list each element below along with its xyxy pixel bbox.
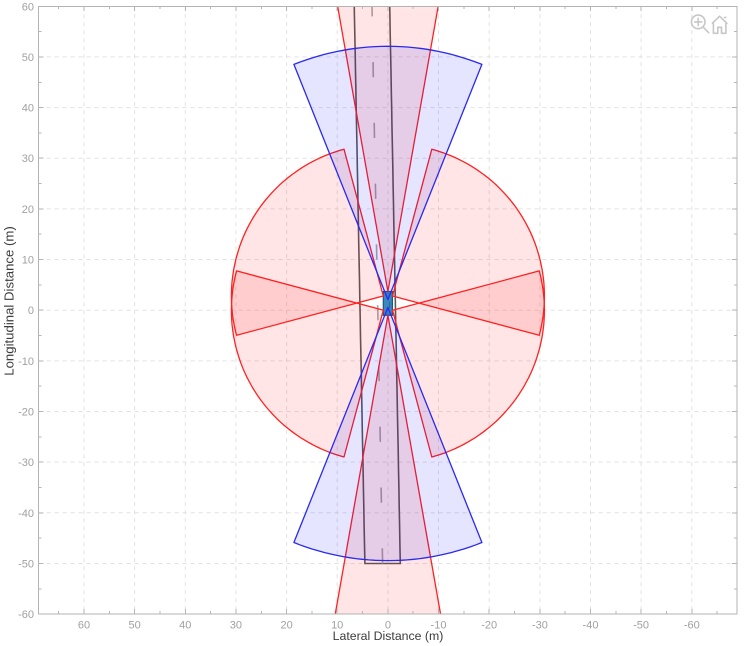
svg-text:0: 0 <box>385 620 391 632</box>
svg-text:10: 10 <box>22 255 34 267</box>
svg-text:-30: -30 <box>18 457 34 469</box>
svg-text:Lateral Distance (m): Lateral Distance (m) <box>333 629 444 643</box>
svg-text:-50: -50 <box>18 559 34 571</box>
svg-text:-60: -60 <box>684 620 700 632</box>
svg-text:50: 50 <box>22 52 34 64</box>
svg-text:30: 30 <box>22 153 34 165</box>
svg-text:20: 20 <box>280 620 292 632</box>
svg-text:-10: -10 <box>18 356 34 368</box>
svg-text:-20: -20 <box>481 620 497 632</box>
svg-text:-60: -60 <box>18 609 34 621</box>
svg-text:-10: -10 <box>431 620 447 632</box>
svg-text:-30: -30 <box>532 620 548 632</box>
svg-text:-40: -40 <box>583 620 599 632</box>
svg-text:40: 40 <box>179 620 191 632</box>
svg-text:Longitudinal Distance (m): Longitudinal Distance (m) <box>2 226 17 376</box>
svg-text:10: 10 <box>331 620 343 632</box>
svg-text:50: 50 <box>128 620 140 632</box>
svg-text:0: 0 <box>28 305 34 317</box>
svg-text:30: 30 <box>230 620 242 632</box>
svg-text:40: 40 <box>22 103 34 115</box>
svg-text:20: 20 <box>22 204 34 216</box>
svg-text:-40: -40 <box>18 508 34 520</box>
svg-text:60: 60 <box>22 1 34 13</box>
svg-text:60: 60 <box>78 620 90 632</box>
svg-text:-20: -20 <box>18 407 34 419</box>
svg-text:-50: -50 <box>633 620 649 632</box>
